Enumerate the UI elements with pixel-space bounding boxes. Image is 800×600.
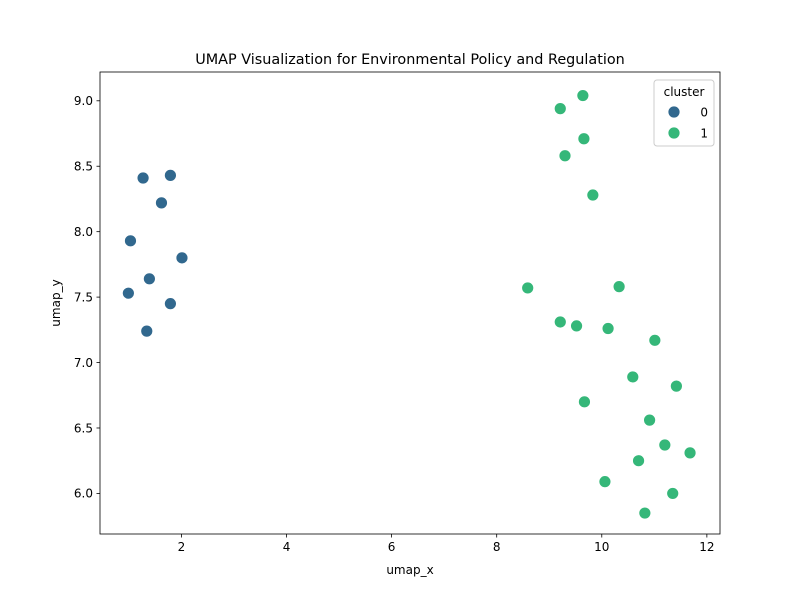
cluster-0-point — [164, 168, 177, 182]
x-tick-label: 10 — [594, 540, 609, 554]
cluster-0-point — [164, 297, 177, 311]
y-tick-label: 8.0 — [74, 225, 93, 239]
cluster-1-point — [576, 89, 590, 102]
legend: cluster 01 — [653, 79, 715, 147]
y-tick-label: 7.0 — [74, 356, 93, 370]
legend-title: cluster — [664, 85, 705, 99]
x-tick-label: 4 — [283, 540, 291, 554]
y-tick-label: 7.5 — [74, 290, 93, 304]
cluster-1-point — [553, 315, 567, 329]
y-axis-label: umap_y — [49, 279, 63, 326]
data-points — [121, 89, 697, 520]
cluster-1-point — [669, 379, 683, 393]
x-axis: 2 4 6 8 10 12 — [178, 534, 715, 554]
cluster-1-point — [658, 438, 672, 452]
legend-items: 01 — [667, 105, 708, 140]
cluster-0-point — [155, 196, 168, 210]
cluster-1-point — [612, 280, 626, 294]
cluster-1-point — [558, 149, 572, 163]
cluster-0-point — [136, 171, 150, 185]
cluster-0-point — [142, 272, 156, 286]
y-tick-label: 6.0 — [74, 487, 93, 501]
plot-frame — [99, 71, 721, 535]
cluster-1-point — [643, 413, 656, 427]
plot-area — [99, 71, 721, 535]
cluster-1-point — [586, 188, 600, 202]
cluster-1-point — [632, 454, 645, 468]
y-tick-label: 8.5 — [74, 160, 93, 174]
cluster-1-point — [648, 333, 662, 347]
cluster-1-point — [666, 487, 680, 500]
legend-label: 0 — [700, 105, 708, 119]
x-tick-label: 6 — [388, 540, 396, 554]
legend-label: 1 — [700, 126, 708, 140]
x-axis-label: umap_x — [386, 563, 433, 577]
cluster-0-point — [124, 234, 137, 248]
cluster-1-point — [601, 322, 615, 335]
cluster-1-point — [683, 446, 697, 460]
legend-marker — [667, 105, 681, 119]
chart-title: UMAP Visualization for Environmental Pol… — [195, 52, 625, 68]
y-tick-label: 6.5 — [74, 421, 93, 435]
y-axis: 6.0 6.5 7.0 7.5 8.0 8.5 9.0 — [74, 94, 100, 501]
cluster-0-point — [175, 251, 189, 265]
cluster-1-point — [570, 319, 583, 333]
x-tick-label: 2 — [178, 540, 186, 554]
cluster-1-point — [598, 475, 612, 489]
cluster-1-point — [577, 132, 591, 146]
cluster-0-point — [140, 324, 154, 338]
x-tick-label: 12 — [699, 540, 714, 554]
cluster-1-point — [553, 102, 567, 116]
x-tick-label: 8 — [493, 540, 501, 554]
cluster-1-point — [638, 506, 652, 520]
cluster-1-point — [578, 395, 591, 409]
cluster-0-point — [121, 286, 135, 300]
cluster-1-point — [626, 370, 640, 384]
legend-marker — [667, 126, 681, 140]
cluster-1-point — [521, 281, 535, 295]
y-tick-label: 9.0 — [74, 94, 93, 108]
